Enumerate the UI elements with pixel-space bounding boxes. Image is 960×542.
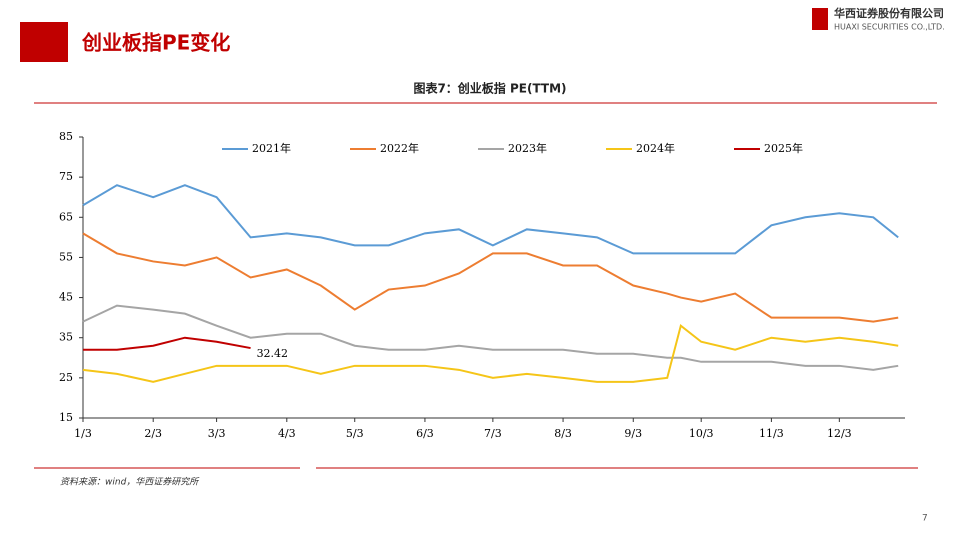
y-tick-label: 15 [59,411,73,424]
legend-label: 2021年 [252,141,291,155]
series-line [82,304,899,371]
series-line [82,184,899,255]
logo-en: HUAXI SECURITIES CO.,LTD. [834,23,945,32]
page-number: 7 [922,514,928,524]
legend-label: 2023年 [508,141,547,155]
chart-title: 图表7：创业板指 PE(TTM) [413,81,566,96]
y-tick-label: 25 [59,371,73,384]
x-tick-label: 9/3 [624,427,642,440]
series-line [82,323,899,383]
x-tick-label: 12/3 [827,427,852,440]
x-tick-label: 10/3 [689,427,714,440]
legend-label: 2025年 [764,141,803,155]
chart: 15 25 35 45 55 65 75 85 1/3 2/3 3/3 4/3 5/3 6/3 7/3 8/3… [59,130,905,440]
y-tick-label: 55 [59,250,73,263]
series-line [82,232,899,323]
x-tick-label: 1/3 [74,427,92,440]
heading: 创业板指PE变化 [81,31,230,55]
data-label: 32.42 [257,347,289,360]
x-tick-label: 3/3 [208,427,226,440]
source: 资料来源：wind，华西证券研究所 [60,477,200,488]
x-tick-label: 7/3 [484,427,502,440]
x-tick-label: 8/3 [554,427,572,440]
x-tick-label: 4/3 [278,427,296,440]
y-tick-label: 85 [59,130,73,143]
legend-label: 2024年 [636,141,675,155]
x-tick-label: 5/3 [346,427,364,440]
legend-label: 2022年 [380,141,419,155]
header-block [20,22,68,62]
y-tick-label: 45 [59,291,73,304]
series-line [83,336,251,351]
logo-mark [812,8,828,30]
logo-cn: 华西证券股份有限公司 [834,6,944,20]
x-tick-label: 2/3 [144,427,162,440]
y-tick-label: 65 [59,210,73,223]
y-tick-label: 35 [59,331,73,344]
x-tick-label: 11/3 [759,427,784,440]
y-tick-label: 75 [59,170,73,183]
x-tick-label: 6/3 [416,427,434,440]
